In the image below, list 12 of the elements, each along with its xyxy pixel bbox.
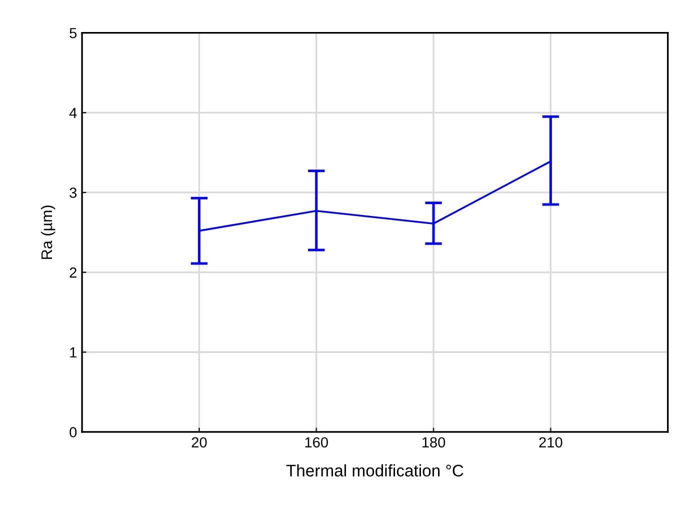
x-tick-label: 160 xyxy=(305,437,328,448)
y-tick-label: 4 xyxy=(69,108,77,118)
y-axis-title: Ra (µm) xyxy=(40,206,56,259)
x-axis-title: Thermal modification °C xyxy=(286,464,464,477)
y-tick-label: 0 xyxy=(70,427,77,438)
y-tick-label: 5 xyxy=(70,28,77,38)
y-tick-label: 2 xyxy=(70,267,76,278)
y-tick-label: 3 xyxy=(70,188,77,198)
x-tick-label: 20 xyxy=(192,437,207,448)
y-tick-label: 1 xyxy=(70,347,76,358)
x-tick-label: 180 xyxy=(422,437,446,448)
x-tick-label: 210 xyxy=(539,437,562,448)
